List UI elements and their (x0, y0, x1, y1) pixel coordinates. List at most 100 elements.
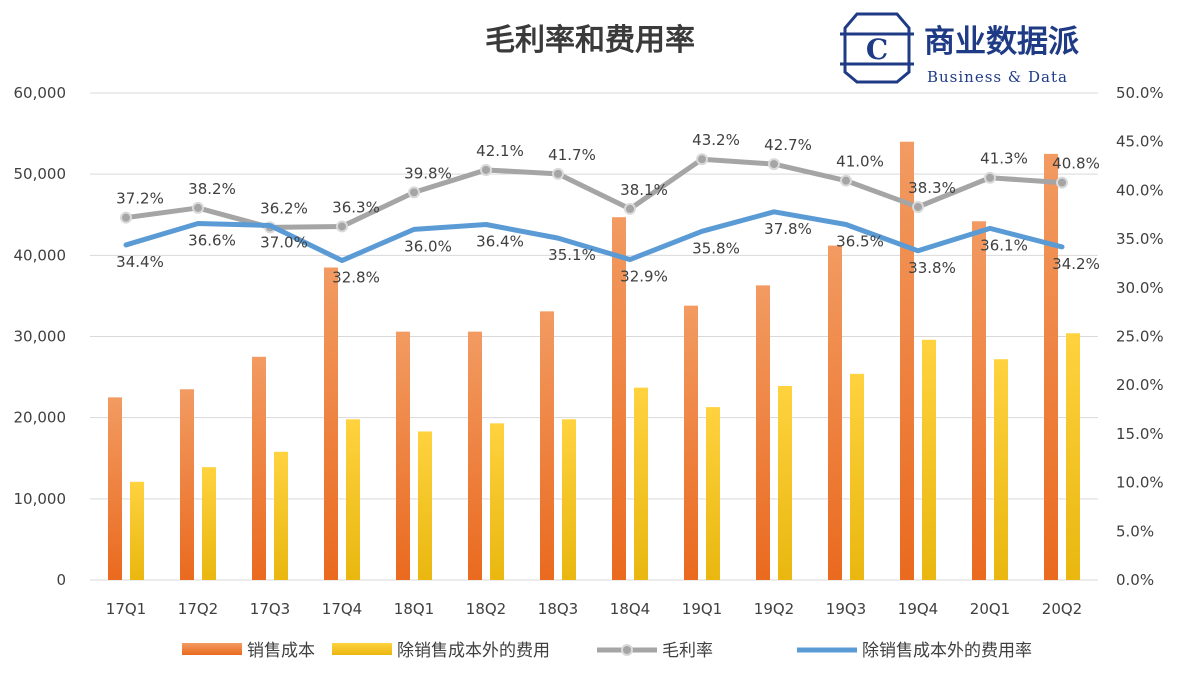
data-label: 42.1% (476, 142, 524, 160)
data-label: 36.2% (260, 199, 308, 217)
series-line (123, 156, 1065, 230)
line-marker (624, 202, 636, 215)
brand-hexagon-icon: C (840, 12, 914, 84)
legend: 销售成本 除销售成本外的费用 毛利率 除销售成本外的费用率 (182, 641, 1032, 661)
data-label: 36.6% (188, 232, 236, 250)
bar (1044, 153, 1058, 580)
y-left-tick-label: 10,000 (14, 490, 67, 508)
line-marker (192, 201, 204, 214)
x-tick-label: 18Q3 (538, 600, 578, 618)
bar (130, 481, 144, 580)
x-tick-label: 19Q3 (826, 600, 866, 618)
data-label: 36.5% (836, 232, 884, 250)
bar (994, 359, 1008, 580)
y-left-tick-label: 20,000 (14, 409, 67, 427)
x-tick-label: 18Q4 (610, 600, 650, 618)
data-label: 42.7% (764, 136, 812, 154)
x-tick-label: 17Q4 (322, 600, 362, 618)
bar (706, 407, 720, 580)
bar (540, 311, 554, 580)
y-right-tick-label: 15.0% (1116, 425, 1164, 443)
data-label: 35.8% (692, 239, 740, 257)
bar (490, 423, 504, 580)
data-label: 36.1% (980, 236, 1028, 254)
bar (850, 373, 864, 580)
data-label: 38.3% (908, 179, 956, 197)
line-marker (120, 211, 132, 224)
data-label: 41.7% (548, 146, 596, 164)
data-label: 38.2% (188, 180, 236, 198)
brand-logo: C 商业数据派 Business & Data (840, 12, 1079, 86)
x-tick-label: 17Q3 (250, 600, 290, 618)
data-label: 37.2% (116, 190, 164, 208)
x-tick-label: 17Q1 (106, 600, 146, 618)
chart-title: 毛利率和费用率 (485, 23, 695, 58)
x-tick-label: 19Q1 (682, 600, 722, 618)
data-label: 33.8% (908, 259, 956, 277)
legend-swatch (182, 643, 242, 655)
x-tick-label: 17Q2 (178, 600, 218, 618)
legend-swatch (332, 643, 392, 655)
bar (1066, 333, 1080, 580)
data-label: 43.2% (692, 131, 740, 149)
data-label: 36.0% (404, 237, 452, 255)
data-label: 35.1% (548, 246, 596, 264)
bar (756, 285, 770, 580)
line-marker (840, 174, 852, 187)
bar (612, 217, 626, 580)
line-marker (552, 167, 564, 180)
x-tick-label: 20Q1 (970, 600, 1010, 618)
y-left-tick-label: 0 (56, 571, 66, 589)
bars (108, 141, 1080, 581)
bar (252, 356, 266, 580)
legend-label: 除销售成本外的费用 (397, 641, 550, 661)
bar (684, 305, 698, 580)
gridlines (90, 92, 1098, 581)
bar (900, 141, 914, 580)
data-label: 36.4% (476, 232, 524, 250)
line-marker (336, 220, 348, 233)
bar (346, 419, 360, 580)
data-label: 37.8% (764, 220, 812, 238)
data-label: 36.3% (332, 198, 380, 216)
data-label: 41.0% (836, 153, 884, 171)
line-marker (408, 186, 420, 199)
data-label: 34.4% (116, 253, 164, 271)
data-label: 41.3% (980, 150, 1028, 168)
y-right-tick-label: 50.0% (1116, 84, 1164, 102)
data-label: 32.8% (332, 269, 380, 287)
line-marker (984, 171, 996, 184)
x-tick-label: 19Q2 (754, 600, 794, 618)
y-right-tick-label: 10.0% (1116, 474, 1164, 492)
legend-label: 销售成本 (247, 641, 315, 661)
bar (778, 386, 792, 580)
bar (108, 397, 122, 580)
bar (922, 339, 936, 580)
bar (180, 389, 194, 580)
y-right-tick-label: 25.0% (1116, 328, 1164, 346)
legend-label: 除销售成本外的费用率 (862, 641, 1032, 661)
bar (468, 331, 482, 580)
y-left-tick-label: 50,000 (14, 165, 67, 183)
y-right-tick-label: 30.0% (1116, 279, 1164, 297)
bar (324, 267, 338, 580)
data-label: 40.8% (1052, 155, 1100, 173)
legend-label: 毛利率 (662, 641, 713, 661)
line-marker (696, 153, 708, 166)
legend-marker (621, 644, 633, 656)
y-right-tick-label: 5.0% (1116, 522, 1154, 540)
x-tick-label: 18Q2 (466, 600, 506, 618)
x-tick-label: 18Q1 (394, 600, 434, 618)
series-line (123, 209, 1065, 264)
y-right-tick-label: 35.0% (1116, 230, 1164, 248)
data-label: 34.2% (1052, 255, 1100, 273)
bar (972, 221, 986, 580)
bar (828, 245, 842, 581)
y-right-tick-label: 40.0% (1116, 181, 1164, 199)
y-left-tick-label: 40,000 (14, 246, 67, 264)
data-label: 37.0% (260, 233, 308, 251)
data-label: 39.8% (404, 164, 452, 182)
line-marker (768, 158, 780, 171)
bar (396, 331, 410, 580)
